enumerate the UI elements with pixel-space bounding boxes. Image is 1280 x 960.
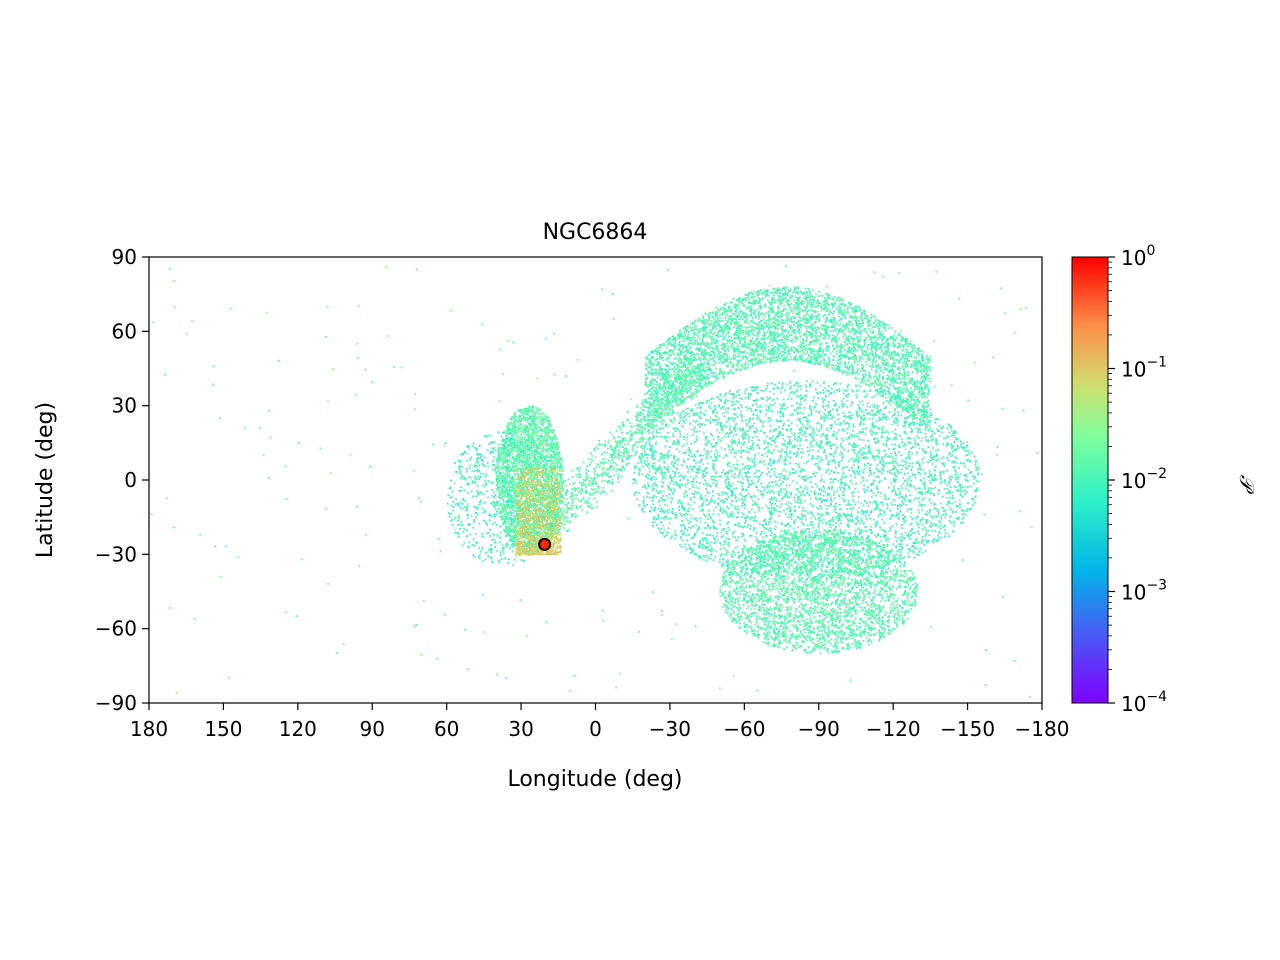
x-tick-label: 180	[130, 717, 168, 741]
y-tick-label: 60	[112, 319, 137, 343]
x-tick-label: 90	[360, 717, 385, 741]
x-tick-label: 0	[589, 717, 602, 741]
colorbar-tick-label: 10−1	[1121, 355, 1167, 382]
chart-title: NGC6864	[543, 220, 648, 245]
y-axis-ticks: 90 60 30 0 −30 −60 −90	[95, 245, 149, 715]
colorbar-label: 𝒫	[1235, 475, 1259, 495]
region-southern-clump	[719, 528, 919, 655]
colorbar-ticks: 100 10−1 10−2 10−3 10−4	[1108, 243, 1167, 716]
cluster-marker-layer	[538, 537, 552, 551]
y-tick-label: 0	[124, 468, 137, 492]
x-tick-label: −90	[798, 717, 840, 741]
x-tick-label: 150	[204, 717, 242, 741]
y-tick-label: −60	[95, 617, 137, 641]
x-tick-label: 120	[279, 717, 317, 741]
cluster-position-marker	[538, 537, 552, 551]
x-tick-label: −180	[1015, 717, 1070, 741]
x-tick-label: 30	[508, 717, 533, 741]
x-axis-ticks: 180 150 120 90 60 30 0 −30 −60 −90 −120 −150 −180	[130, 703, 1070, 741]
colorbar-tick-label: 10−4	[1121, 689, 1167, 716]
region-sparse-field	[150, 265, 1042, 698]
x-tick-label: −120	[866, 717, 921, 741]
x-axis-label: Longitude (deg)	[507, 767, 682, 792]
colorbar-tick-label: 10−3	[1121, 578, 1167, 605]
x-tick-label: −60	[723, 717, 765, 741]
scatter-points	[150, 265, 1042, 698]
x-tick-label: 60	[434, 717, 459, 741]
colorbar-tick-label: 10−2	[1121, 466, 1167, 493]
x-tick-label: −150	[940, 717, 995, 741]
region-northern-arc	[644, 286, 932, 430]
y-tick-label: −30	[95, 542, 137, 566]
region-western-plume	[632, 380, 980, 580]
colorbar	[1071, 256, 1109, 704]
x-tick-label: −30	[649, 717, 691, 741]
y-tick-label: −90	[95, 691, 137, 715]
region-dense-stream-core	[515, 467, 562, 556]
y-axis-label: Latitude (deg)	[33, 402, 58, 558]
y-tick-label: 30	[112, 394, 137, 418]
y-tick-label: 90	[112, 245, 137, 269]
colorbar-tick-label: 100	[1121, 243, 1155, 270]
